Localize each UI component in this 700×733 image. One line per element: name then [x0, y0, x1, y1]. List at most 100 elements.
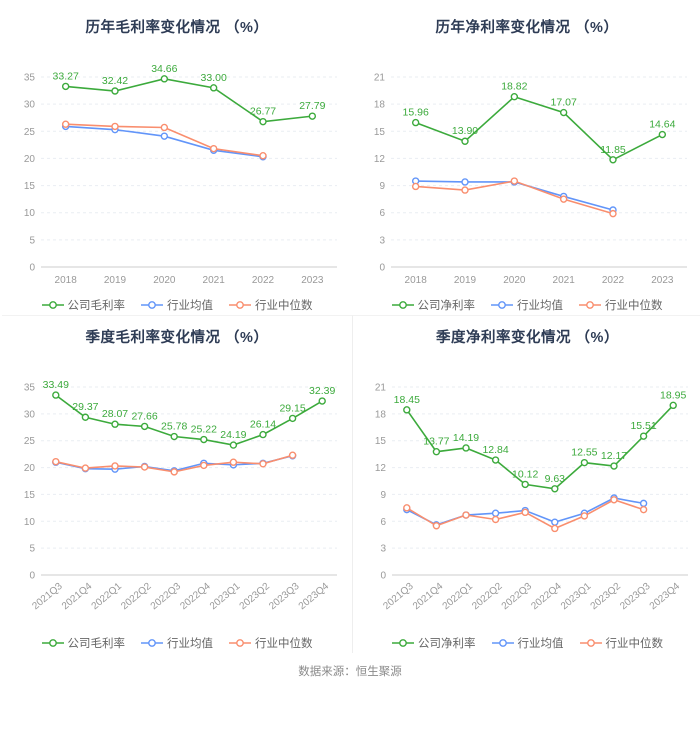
x-axis-tick-label: 2023Q2: [238, 581, 273, 613]
data-point-marker[interactable]: [639, 505, 647, 514]
legend-item[interactable]: 行业均值: [491, 635, 564, 651]
y-axis-tick-label: 18: [374, 100, 386, 111]
data-point-marker[interactable]: [432, 522, 440, 530]
data-point-marker[interactable]: [461, 511, 470, 519]
data-point-marker[interactable]: [669, 401, 677, 410]
data-point-marker[interactable]: [580, 458, 588, 467]
x-axis-tick-label: 2023Q3: [618, 581, 653, 613]
data-point-marker[interactable]: [639, 432, 647, 440]
legend-item[interactable]: 行业均值: [141, 635, 213, 651]
data-point-label: 28.07: [102, 408, 128, 420]
data-point-marker[interactable]: [411, 182, 420, 191]
y-axis-tick-label: 35: [24, 383, 36, 394]
data-point-marker[interactable]: [639, 499, 647, 508]
annual-gross-margin-title: 历年毛利率变化情况 （%）: [85, 20, 269, 36]
data-point-marker[interactable]: [318, 397, 326, 405]
data-point-marker[interactable]: [209, 84, 218, 92]
data-point-marker[interactable]: [288, 451, 297, 459]
data-point-marker[interactable]: [259, 152, 267, 160]
data-point-marker[interactable]: [61, 82, 70, 91]
legend-item[interactable]: 行业均值: [491, 297, 563, 313]
y-axis-tick-label: 0: [379, 263, 385, 274]
legend-item[interactable]: 行业中位数: [579, 297, 663, 313]
data-point-label: 12.84: [482, 444, 508, 456]
data-point-marker[interactable]: [111, 122, 119, 131]
quarterly-gross-margin-title: 季度毛利率变化情况 （%）: [85, 330, 269, 346]
y-axis-tick-label: 21: [374, 73, 386, 84]
legend-item[interactable]: 行业中位数: [229, 635, 313, 651]
data-point-marker[interactable]: [411, 118, 420, 127]
data-point-marker[interactable]: [609, 209, 617, 218]
legend-item[interactable]: 公司毛利率: [41, 297, 125, 313]
data-point-marker[interactable]: [402, 504, 410, 512]
data-point-marker[interactable]: [461, 178, 469, 186]
legend-line-marker-icon: [229, 301, 251, 309]
data-point-marker[interactable]: [550, 485, 559, 493]
legend-label: 行业均值: [167, 300, 213, 312]
data-point-marker[interactable]: [259, 117, 267, 126]
data-point-marker[interactable]: [140, 463, 149, 471]
data-point-label: 33.49: [43, 379, 69, 391]
data-point-marker[interactable]: [259, 430, 267, 439]
legend-item[interactable]: 行业中位数: [229, 297, 313, 313]
data-point-marker[interactable]: [550, 518, 559, 526]
data-point-marker[interactable]: [402, 406, 410, 414]
data-point-marker[interactable]: [81, 413, 90, 421]
data-point-marker[interactable]: [491, 515, 499, 524]
x-axis-tick-label: 2020: [153, 275, 176, 286]
y-axis-tick-label: 3: [380, 544, 386, 555]
data-point-marker[interactable]: [609, 496, 618, 504]
data-point-marker[interactable]: [229, 458, 238, 466]
data-point-marker[interactable]: [52, 457, 60, 466]
data-point-marker[interactable]: [580, 512, 588, 520]
data-point-marker[interactable]: [200, 435, 208, 444]
data-point-marker[interactable]: [550, 524, 559, 533]
data-point-marker[interactable]: [559, 108, 568, 117]
legend-item[interactable]: 公司毛利率: [41, 635, 125, 651]
panel-quarterly-net-margin: 季度净利率变化情况 （%） 0 3 6 9 12 15 18 21 2021Q3 2021Q4 20…: [352, 315, 700, 653]
data-point-marker[interactable]: [432, 448, 440, 456]
data-point-marker[interactable]: [209, 144, 218, 153]
data-point-marker[interactable]: [111, 87, 119, 95]
data-point-marker[interactable]: [111, 462, 119, 470]
data-point-marker[interactable]: [81, 464, 90, 472]
data-point-marker[interactable]: [111, 420, 119, 428]
data-point-marker[interactable]: [520, 480, 529, 489]
legend-item[interactable]: 行业中位数: [579, 635, 663, 651]
data-point-marker[interactable]: [160, 123, 169, 132]
data-point-marker[interactable]: [308, 112, 317, 120]
data-point-marker[interactable]: [658, 130, 667, 139]
data-point-marker[interactable]: [510, 93, 519, 101]
data-point-marker[interactable]: [461, 137, 469, 145]
legend-item[interactable]: 公司净利率: [391, 297, 475, 313]
data-point-marker[interactable]: [520, 508, 529, 517]
data-point-marker[interactable]: [259, 460, 267, 468]
data-point-marker[interactable]: [170, 432, 178, 441]
data-point-marker[interactable]: [491, 509, 499, 517]
data-point-marker[interactable]: [609, 156, 617, 164]
data-point-marker[interactable]: [559, 195, 568, 203]
data-point-marker[interactable]: [170, 468, 178, 476]
data-point-label: 13.90: [452, 125, 478, 137]
data-point-marker[interactable]: [510, 177, 519, 185]
data-point-marker[interactable]: [461, 186, 469, 194]
data-point-label: 10.12: [512, 468, 538, 480]
data-point-marker[interactable]: [200, 461, 208, 470]
data-point-marker[interactable]: [491, 456, 499, 464]
data-point-marker[interactable]: [61, 120, 70, 128]
y-axis-tick-label: 10: [24, 517, 36, 528]
data-point-marker[interactable]: [160, 75, 169, 83]
data-point-marker[interactable]: [229, 441, 238, 449]
legend-label: 行业中位数: [255, 300, 313, 312]
y-axis-tick-label: 0: [29, 263, 35, 274]
data-point-marker[interactable]: [609, 462, 618, 470]
data-point-marker[interactable]: [140, 422, 149, 431]
data-point-marker[interactable]: [461, 444, 470, 452]
data-point-marker[interactable]: [52, 391, 60, 399]
legend-item[interactable]: 公司净利率: [392, 635, 476, 651]
data-point-marker[interactable]: [288, 414, 297, 423]
data-point-marker[interactable]: [160, 132, 169, 140]
legend-item[interactable]: 行业均值: [141, 297, 213, 313]
x-axis-tick-label: 2022Q1: [440, 581, 475, 613]
